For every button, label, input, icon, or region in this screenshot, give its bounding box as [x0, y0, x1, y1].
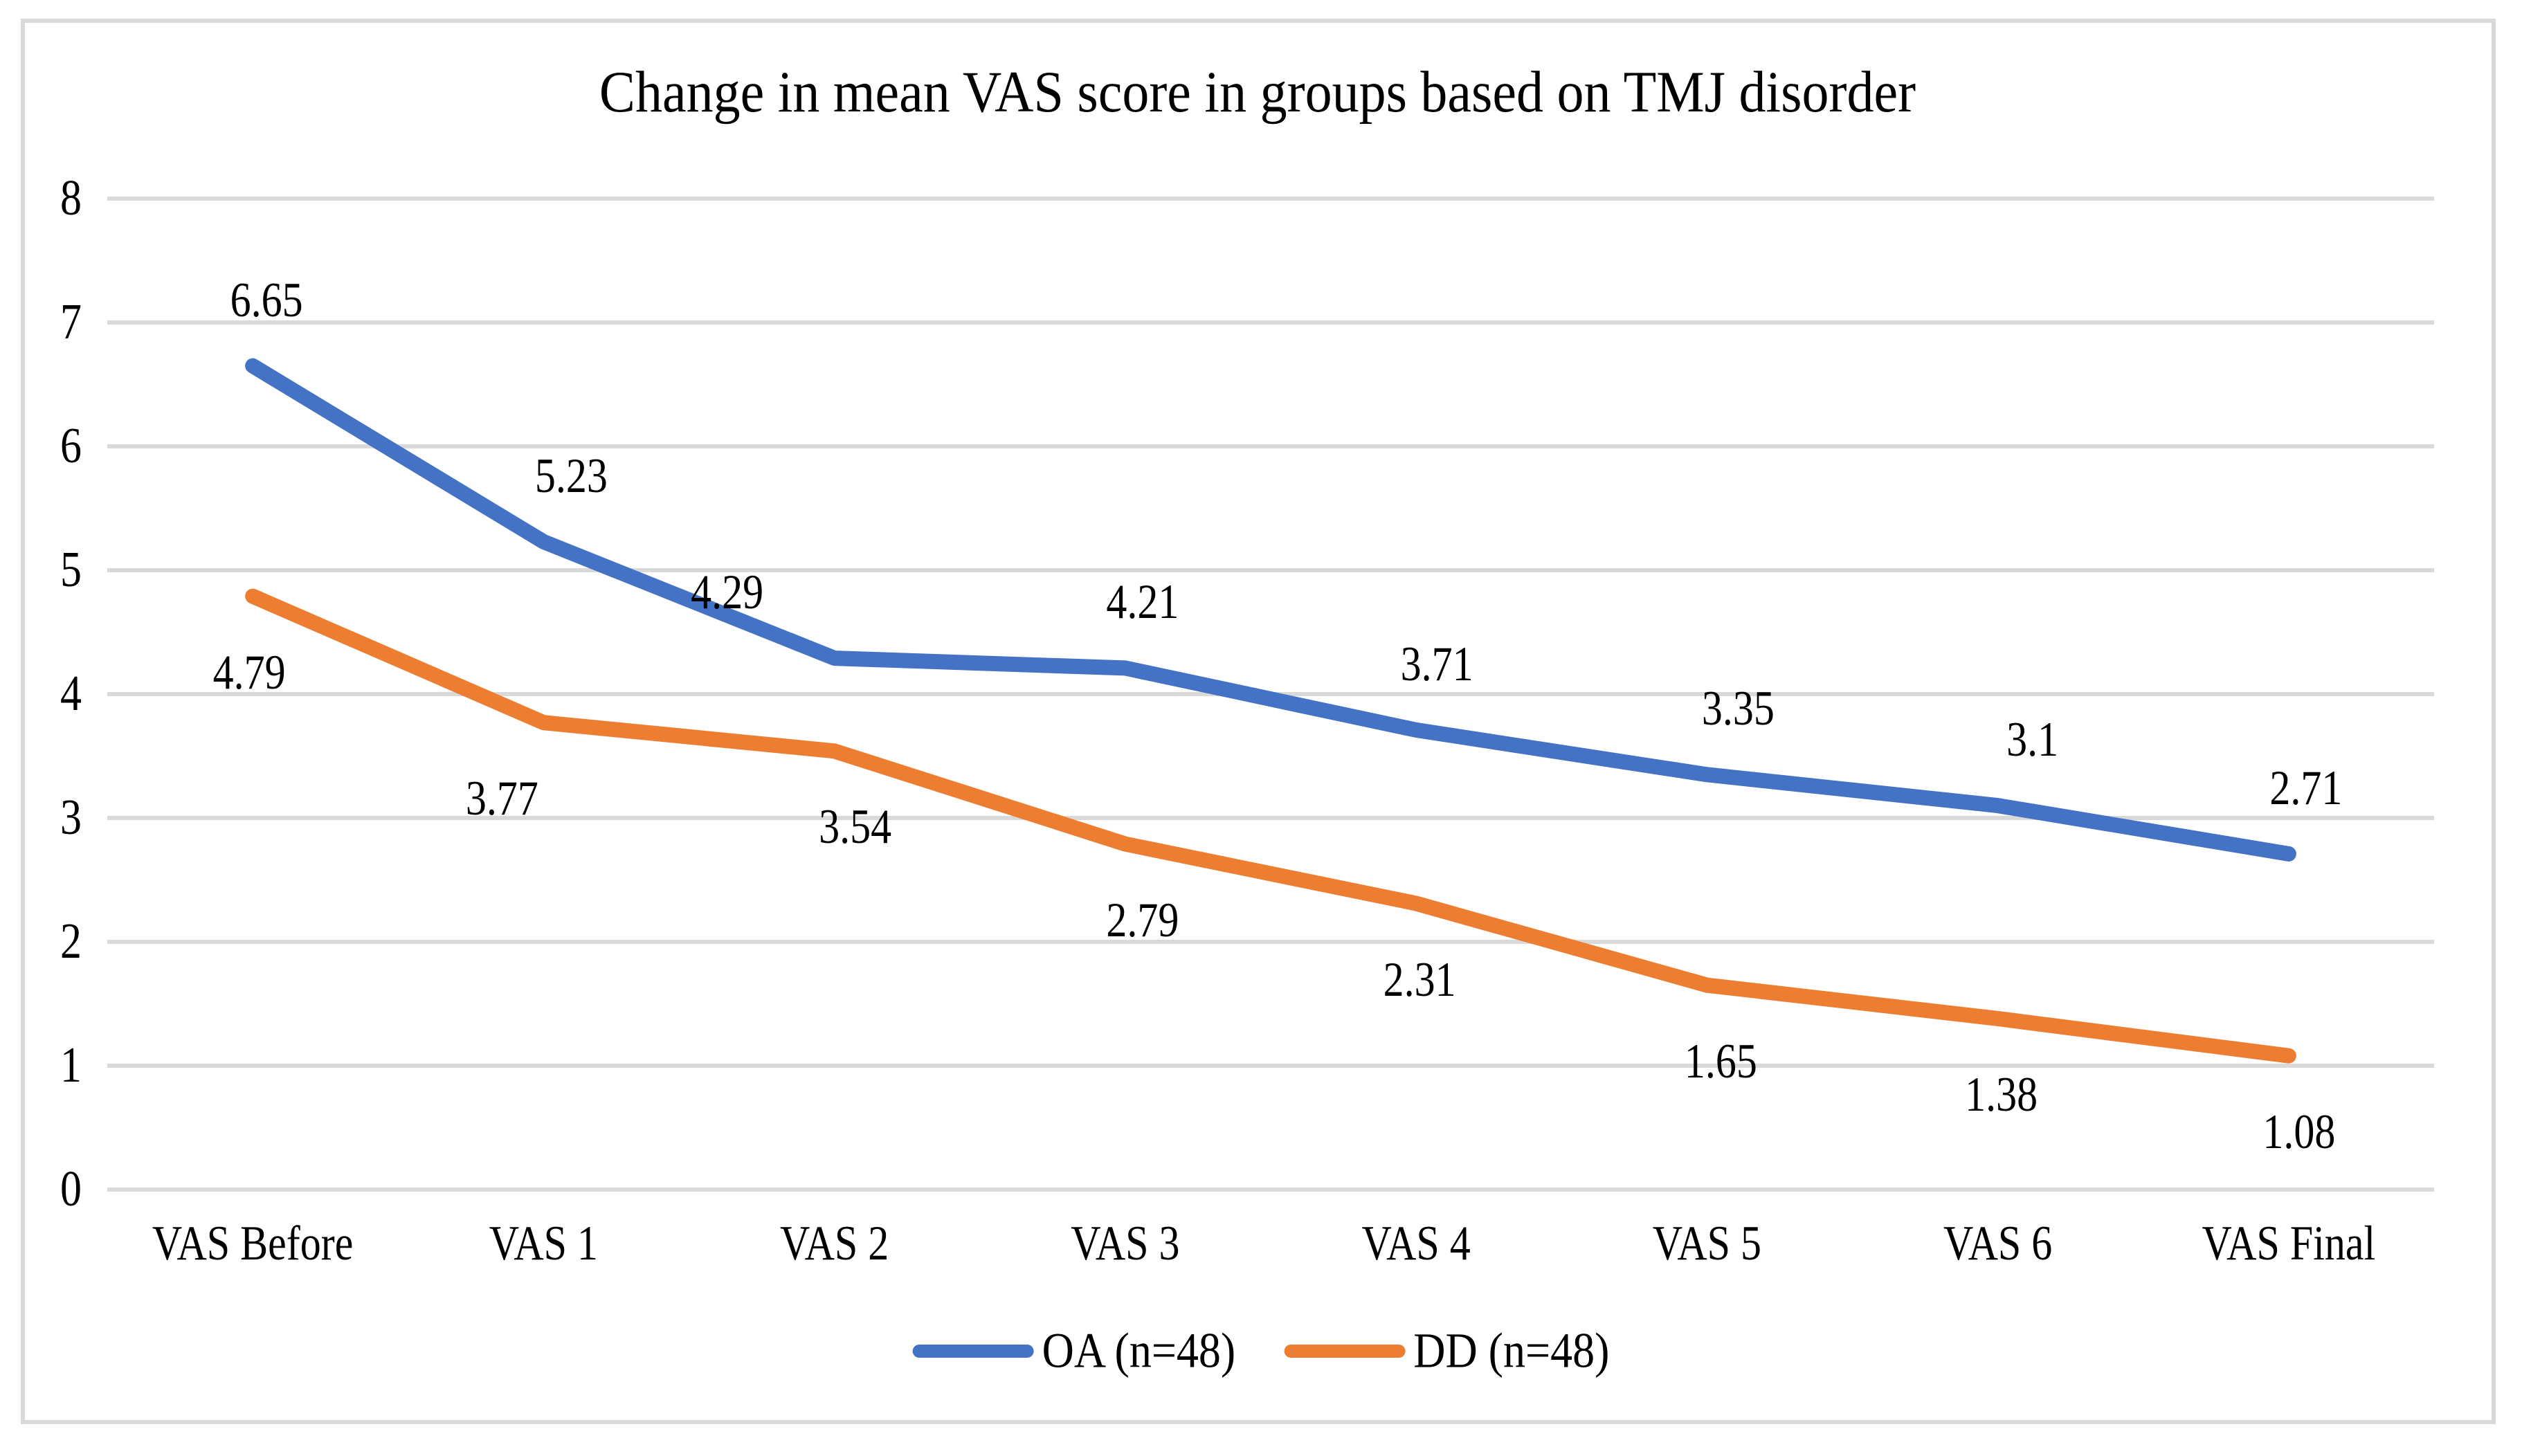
legend-item-1: DD (n=48) [1284, 1323, 1609, 1378]
data-label-dd-3: 2.79 [1106, 893, 1179, 947]
y-tick-label-7: 7 [60, 294, 82, 350]
y-tick-label-1: 1 [60, 1037, 82, 1093]
series-line-1 [245, 588, 2296, 1064]
legend-item-0: OA (n=48) [912, 1323, 1235, 1378]
y-tick-label-0: 0 [60, 1161, 82, 1217]
data-label-dd-2: 3.54 [819, 799, 892, 854]
x-category-label-4: VAS 4 [1361, 1216, 1471, 1271]
legend: OA (n=48) DD (n=48) [912, 1323, 1609, 1378]
legend-label: DD (n=48) [1413, 1322, 1610, 1378]
data-label-dd-5: 1.65 [1684, 1034, 1757, 1088]
data-label-oa-0: 6.65 [230, 273, 303, 327]
y-tick-label-2: 2 [60, 913, 82, 970]
legend-swatch-icon [1284, 1344, 1406, 1358]
data-label-dd-4: 2.31 [1383, 952, 1456, 1006]
data-label-oa-7: 2.71 [2269, 761, 2343, 815]
x-category-label-3: VAS 3 [1071, 1216, 1180, 1271]
data-label-oa-6: 3.1 [2006, 712, 2059, 767]
y-tick-label-3: 3 [60, 790, 82, 846]
x-category-label-6: VAS 6 [1943, 1216, 2053, 1271]
y-tick-label-6: 6 [60, 418, 82, 474]
x-category-label-5: VAS 5 [1652, 1216, 1762, 1271]
series-line-0 [245, 358, 2296, 862]
data-label-oa-2: 4.29 [691, 565, 764, 619]
data-label-dd-7: 1.08 [2262, 1104, 2336, 1159]
data-label-oa-5: 3.35 [1701, 681, 1775, 736]
x-category-label-7: VAS Final [2202, 1216, 2376, 1271]
y-tick-label-5: 5 [60, 542, 82, 598]
data-label-dd-1: 3.77 [465, 771, 538, 826]
x-category-label-0: VAS Before [152, 1216, 354, 1271]
chart-title: Change in mean VAS score in groups based… [599, 59, 1916, 125]
y-tick-label-4: 4 [60, 666, 82, 722]
legend-swatch-icon [912, 1344, 1034, 1358]
data-label-oa-3: 4.21 [1106, 574, 1179, 629]
x-category-label-2: VAS 2 [779, 1216, 889, 1271]
data-label-dd-6: 1.38 [1965, 1067, 2038, 1122]
data-label-dd-0: 4.79 [212, 645, 286, 699]
data-label-oa-1: 5.23 [534, 448, 608, 503]
legend-label: OA (n=48) [1042, 1322, 1236, 1378]
x-category-label-1: VAS 1 [489, 1216, 599, 1271]
y-tick-label-8: 8 [60, 170, 82, 226]
data-label-oa-4: 3.71 [1400, 637, 1473, 691]
